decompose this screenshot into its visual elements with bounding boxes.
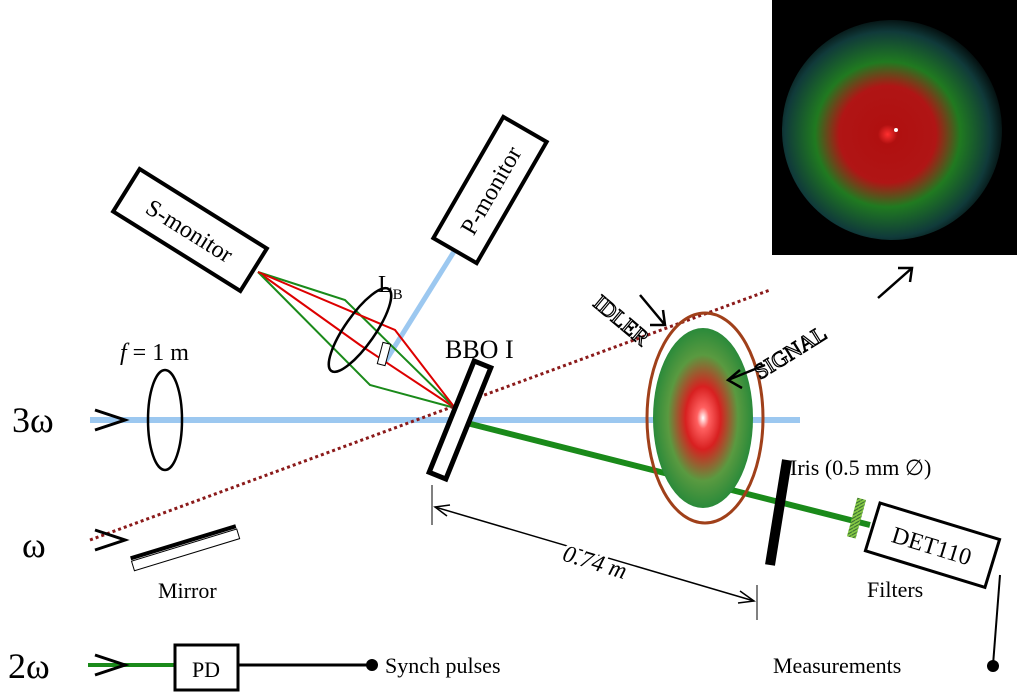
lens-label: f = 1 m (120, 340, 189, 366)
iris (770, 460, 787, 565)
red-ray (258, 272, 455, 408)
input-arrow (95, 530, 125, 550)
input-label: 3ω (12, 400, 54, 440)
terminal (366, 659, 378, 671)
filters-label: Filters (867, 577, 923, 602)
detector: DET110 (865, 503, 999, 587)
signal-label: SIGNAL (749, 320, 831, 384)
setup-diagram: S-monitor P-monitor DET110 0.74 m 3ω ω 2… (0, 0, 1017, 693)
idler-arrow (640, 295, 665, 325)
inset-ring (782, 20, 1002, 240)
terminal (987, 660, 999, 672)
signal-cloud (653, 328, 753, 508)
inset-arrow (878, 268, 912, 298)
p-monitor: P-monitor (433, 117, 546, 263)
synch-label: Synch pulses (385, 653, 501, 678)
lens-focal: = 1 m (133, 340, 190, 366)
lens-symbol: f (120, 340, 130, 366)
input-label: 2ω (8, 646, 50, 686)
lens-b-letter: L (378, 272, 393, 298)
s-monitor: S-monitor (113, 169, 267, 291)
iris-label: Iris (0.5 mm ∅) (790, 455, 931, 480)
inset-center (894, 128, 898, 132)
photodiode-label: PD (192, 657, 220, 682)
mirror-label: Mirror (158, 578, 217, 603)
mirror (131, 526, 240, 571)
idler-label: IDLER (589, 290, 655, 351)
distance-label: 0.74 m (560, 541, 630, 585)
cable (993, 575, 1000, 665)
crystal-label: BBO I (445, 335, 514, 364)
input-label: ω (22, 525, 46, 565)
lens-b-sub: B (393, 287, 403, 303)
measurements-label: Measurements (773, 653, 901, 678)
